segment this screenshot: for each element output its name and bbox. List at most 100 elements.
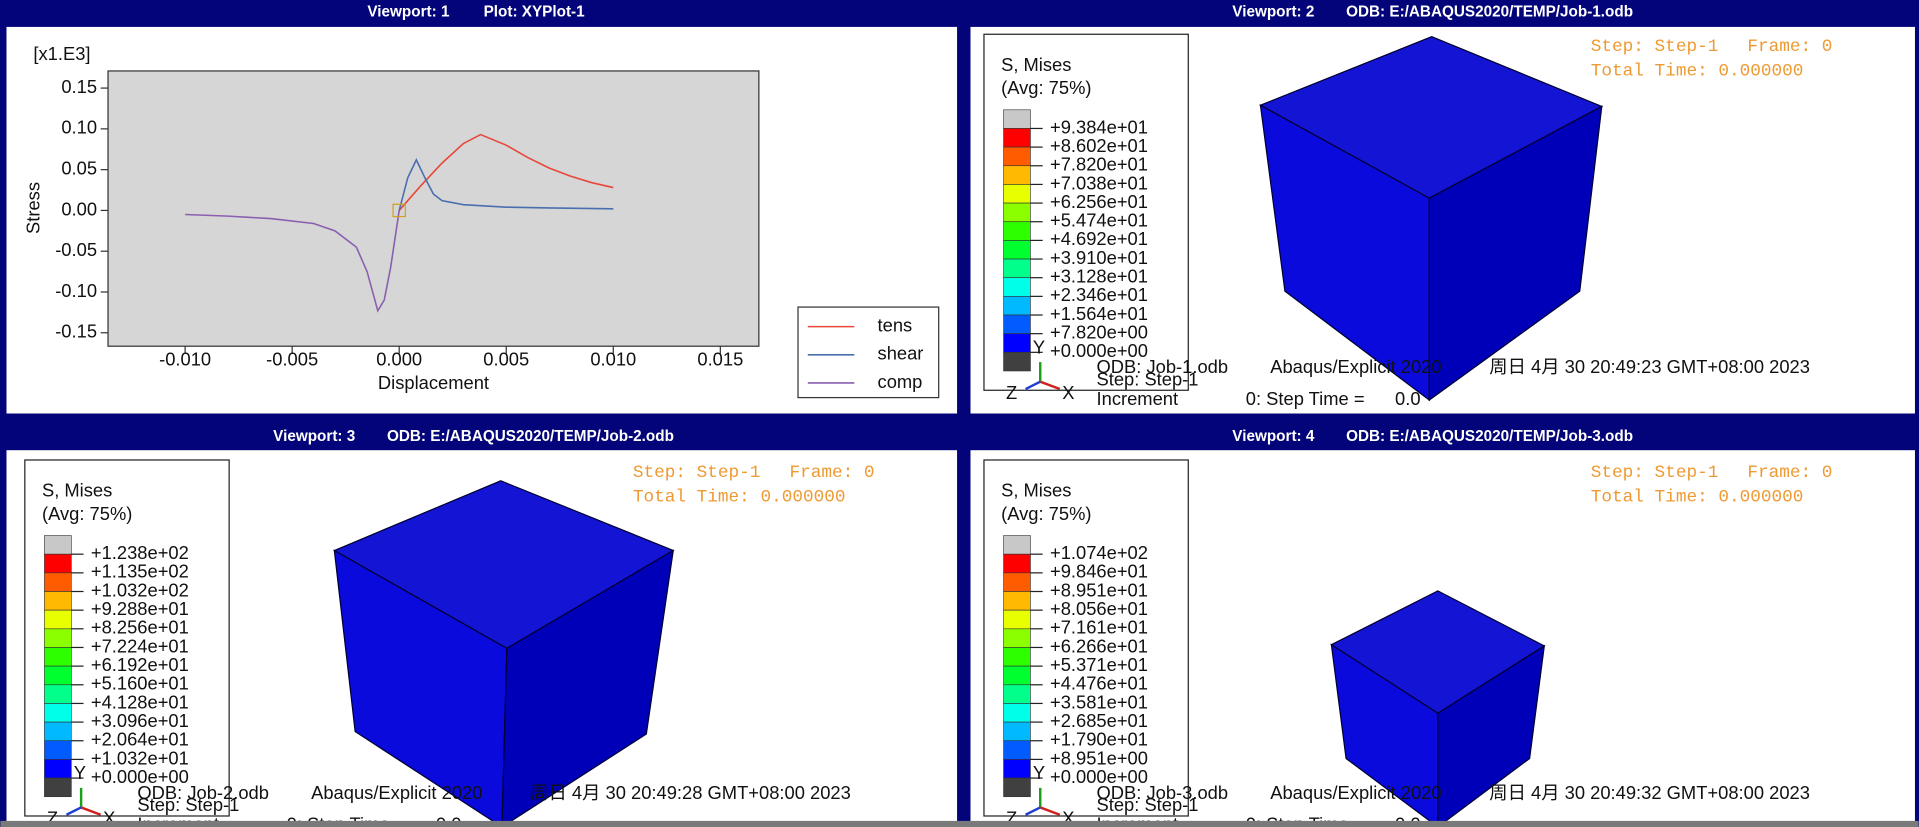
info-step: Step: Step-1: [137, 794, 239, 815]
plot-area: [107, 70, 760, 347]
legend-value: +1.074e+02: [1050, 542, 1148, 563]
status-time: Total Time: 0.000000: [1591, 62, 1804, 82]
contour-swatch: [44, 684, 72, 704]
contour-swatch: [1003, 146, 1031, 167]
bottom-strip: [0, 820, 1919, 827]
legend-value: +0.000e+00: [1050, 340, 1148, 361]
legend-value: +9.846e+01: [1050, 561, 1148, 582]
triad-z-label: Z: [1006, 382, 1017, 403]
info-odb: ODB: Job-2.odb: [137, 782, 269, 803]
viewport-number: Viewport: 2: [1232, 3, 1314, 20]
legend-value: +2.685e+01: [1050, 710, 1148, 731]
legend-value: +5.160e+01: [91, 673, 189, 694]
triad-y-label: Y: [74, 762, 86, 783]
contour-swatch: [1003, 609, 1031, 630]
contour-swatch: [1003, 553, 1031, 574]
y-tick-label: 0.15: [61, 76, 97, 97]
legend-value: +1.032e+02: [91, 579, 189, 600]
contour-swatch: [1003, 296, 1031, 316]
info-step: Step: Step-1: [1097, 794, 1199, 815]
legend-value: +7.820e+01: [1050, 154, 1148, 175]
contour-swatch: [1003, 314, 1031, 334]
contour-swatch: [1003, 184, 1031, 204]
viewport-title: ODB: E:/ABAQUS2020/TEMP/Job-2.odb: [387, 428, 674, 445]
legend-subtitle: (Avg: 75%): [1001, 503, 1091, 524]
info-date: 周日 4月 30 20:49:32 GMT+08:00 2023: [1489, 782, 1810, 803]
contour-swatch: [44, 759, 72, 779]
contour-swatch: [1003, 333, 1031, 353]
legend-value: +4.692e+01: [1050, 228, 1148, 249]
viewport-number: Viewport: 4: [1232, 428, 1315, 445]
contour-swatch: [1003, 647, 1031, 667]
legend-value: +6.266e+01: [1050, 635, 1148, 656]
legend-frame: [24, 459, 230, 817]
legend-frame: [983, 459, 1189, 817]
legend-value: +3.096e+01: [91, 710, 189, 731]
probe-marker: [392, 203, 406, 218]
triad-x: [1039, 806, 1061, 816]
contour-swatch: [1003, 777, 1031, 798]
legend-value: +3.581e+01: [1050, 691, 1148, 712]
contour-swatch: [1003, 109, 1031, 129]
legend-frame: [983, 33, 1189, 391]
contour-swatch: [44, 628, 72, 648]
triad-z: [1025, 380, 1041, 391]
legend-value: +7.038e+01: [1050, 172, 1148, 193]
legend-value: +0.000e+00: [91, 766, 189, 787]
legend-value: +1.135e+02: [91, 561, 189, 582]
series-line: [398, 158, 614, 211]
x-tick-label: -0.005: [266, 349, 318, 370]
legend-name: tens: [878, 314, 913, 335]
legend-name: shear: [878, 343, 924, 364]
legend-value: +8.256e+01: [91, 617, 189, 638]
legend-value: +9.384e+01: [1050, 116, 1148, 137]
legend-value: +7.820e+00: [1050, 322, 1148, 343]
legend-value: +0.000e+00: [1050, 766, 1148, 787]
legend-value: +3.128e+01: [1050, 266, 1148, 287]
contour-swatch: [1003, 591, 1031, 611]
contour-swatch: [44, 535, 72, 555]
x-tick-label: 0.000: [376, 349, 422, 370]
y-tick-label: 0.05: [61, 157, 97, 178]
contour-swatch: [1003, 258, 1031, 279]
legend-value: +7.224e+01: [91, 635, 189, 656]
status-time: Total Time: 0.000000: [633, 487, 846, 507]
legend-value: +1.238e+02: [91, 542, 189, 563]
contour-swatch: [1003, 628, 1031, 648]
contour-swatch: [44, 740, 72, 760]
info-step: Step: Step-1: [1097, 368, 1199, 389]
series-line: [398, 133, 614, 211]
y-tick-label: -0.10: [55, 280, 97, 301]
cube-face: [501, 549, 675, 827]
contour-swatch: [44, 591, 72, 611]
legend-value: +7.161e+01: [1050, 617, 1148, 638]
info-odb: ODB: Job-1.odb: [1097, 356, 1229, 377]
legend-value: +9.288e+01: [91, 598, 189, 619]
legend-value: +4.476e+01: [1050, 673, 1148, 694]
status-step: Step: Step-1: [1591, 463, 1719, 483]
contour-swatch: [1003, 128, 1031, 148]
viewport-title: Plot: XYPlot-1: [484, 3, 586, 20]
legend-title: S, Mises: [1001, 54, 1071, 75]
legend-value: +8.951e+00: [1050, 747, 1148, 768]
legend-title: S, Mises: [1001, 480, 1071, 501]
legend-name: comp: [878, 371, 923, 392]
legend-value: +8.951e+01: [1050, 579, 1148, 600]
triad-z: [1025, 806, 1041, 816]
info-date: 周日 4月 30 20:49:23 GMT+08:00 2023: [1489, 356, 1810, 377]
x-axis-label: Displacement: [378, 372, 489, 393]
triad-x-label: X: [1062, 382, 1074, 403]
viewport-title: ODB: E:/ABAQUS2020/TEMP/Job-3.odb: [1346, 428, 1633, 445]
legend-value: +3.910e+01: [1050, 247, 1148, 268]
viewport-number: Viewport: 3: [273, 428, 355, 445]
y-tick-label: -0.05: [55, 239, 97, 260]
info-date: 周日 4月 30 20:49:28 GMT+08:00 2023: [530, 782, 851, 803]
triad-y-label: Y: [1033, 337, 1045, 358]
contour-swatch: [44, 777, 72, 798]
contour-swatch: [44, 703, 72, 723]
legend-title: S, Mises: [42, 480, 112, 501]
contour-swatch: [44, 572, 72, 592]
y-tick-label: 0.00: [61, 198, 97, 219]
contour-swatch: [44, 553, 72, 574]
